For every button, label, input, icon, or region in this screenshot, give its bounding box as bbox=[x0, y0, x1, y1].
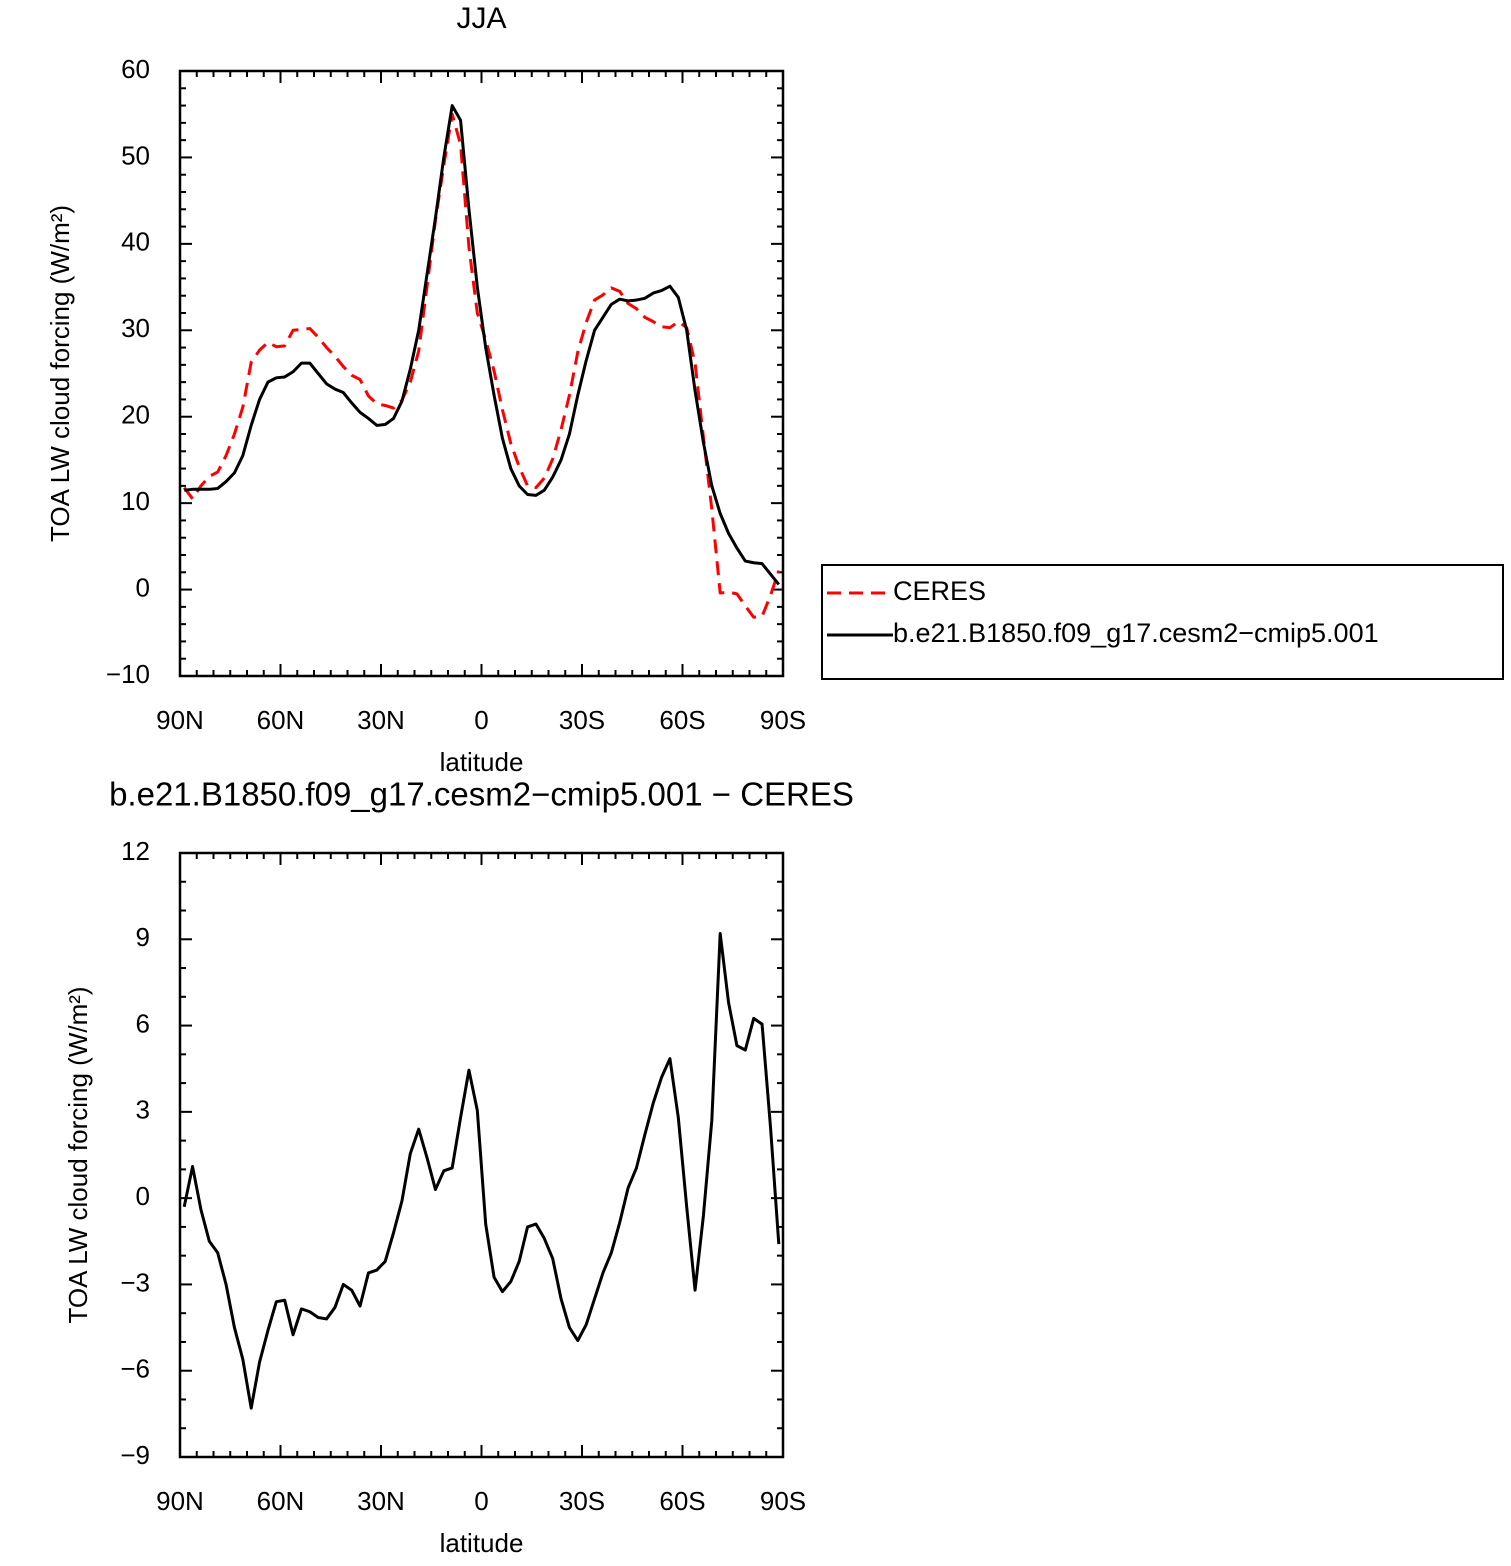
x-tick-label: 0 bbox=[474, 1486, 488, 1516]
data-line bbox=[182, 932, 781, 1410]
y-tick-label: 3 bbox=[136, 1095, 150, 1125]
legend-box bbox=[821, 564, 1504, 680]
y-tick-label: 60 bbox=[121, 54, 150, 84]
x-axis-label: latitude bbox=[440, 1528, 524, 1558]
x-tick-label: 30N bbox=[357, 705, 405, 735]
y-tick-label: −6 bbox=[120, 1354, 150, 1384]
chart-title: b.e21.B1850.f09_g17.cesm2−cmip5.001 − CE… bbox=[109, 776, 854, 813]
y-tick-label: 12 bbox=[121, 836, 150, 866]
x-tick-label: 30S bbox=[559, 705, 605, 735]
y-tick-label: 20 bbox=[121, 400, 150, 430]
x-tick-label: 60S bbox=[659, 1486, 705, 1516]
y-axis-label: TOA LW cloud forcing (W/m²) bbox=[45, 205, 75, 542]
data-line bbox=[182, 112, 781, 619]
legend-label: b.e21.B1850.f09_g17.cesm2−cmip5.001 bbox=[893, 618, 1379, 648]
x-tick-label: 60N bbox=[257, 705, 305, 735]
y-tick-label: 50 bbox=[121, 140, 150, 170]
y-tick-label: 30 bbox=[121, 313, 150, 343]
x-tick-label: 60N bbox=[257, 1486, 305, 1516]
y-tick-label: 40 bbox=[121, 227, 150, 257]
y-tick-label: 0 bbox=[136, 1181, 150, 1211]
x-tick-label: 90S bbox=[760, 1486, 806, 1516]
plot-frame bbox=[178, 851, 785, 1459]
y-tick-label: 9 bbox=[136, 922, 150, 952]
x-axis-label: latitude bbox=[440, 747, 524, 777]
x-tick-label: 90S bbox=[760, 705, 806, 735]
x-tick-label: 30S bbox=[559, 1486, 605, 1516]
y-tick-label: 10 bbox=[121, 486, 150, 516]
y-tick-label: −10 bbox=[106, 659, 150, 689]
y-tick-label: 6 bbox=[136, 1008, 150, 1038]
x-tick-label: 90N bbox=[156, 1486, 204, 1516]
y-tick-label: −3 bbox=[120, 1267, 150, 1297]
legend-label: CERES bbox=[893, 576, 986, 606]
y-tick-label: −9 bbox=[120, 1440, 150, 1470]
x-tick-label: 90N bbox=[156, 705, 204, 735]
chart-title: JJA bbox=[456, 2, 506, 35]
plot: b.e21.B1850.f09_g17.cesm2−cmip5.001 − CE… bbox=[63, 776, 854, 1558]
data-line bbox=[184, 104, 780, 586]
x-tick-label: 0 bbox=[474, 705, 488, 735]
x-tick-label: 60S bbox=[659, 705, 705, 735]
plot-frame bbox=[178, 69, 785, 678]
y-axis-label: TOA LW cloud forcing (W/m²) bbox=[63, 986, 93, 1323]
plot: JJA latitude TOA LW cloud forcing (W/m²) −1… bbox=[45, 2, 1504, 777]
x-tick-label: 30N bbox=[357, 1486, 405, 1516]
y-tick-label: 0 bbox=[136, 572, 150, 602]
